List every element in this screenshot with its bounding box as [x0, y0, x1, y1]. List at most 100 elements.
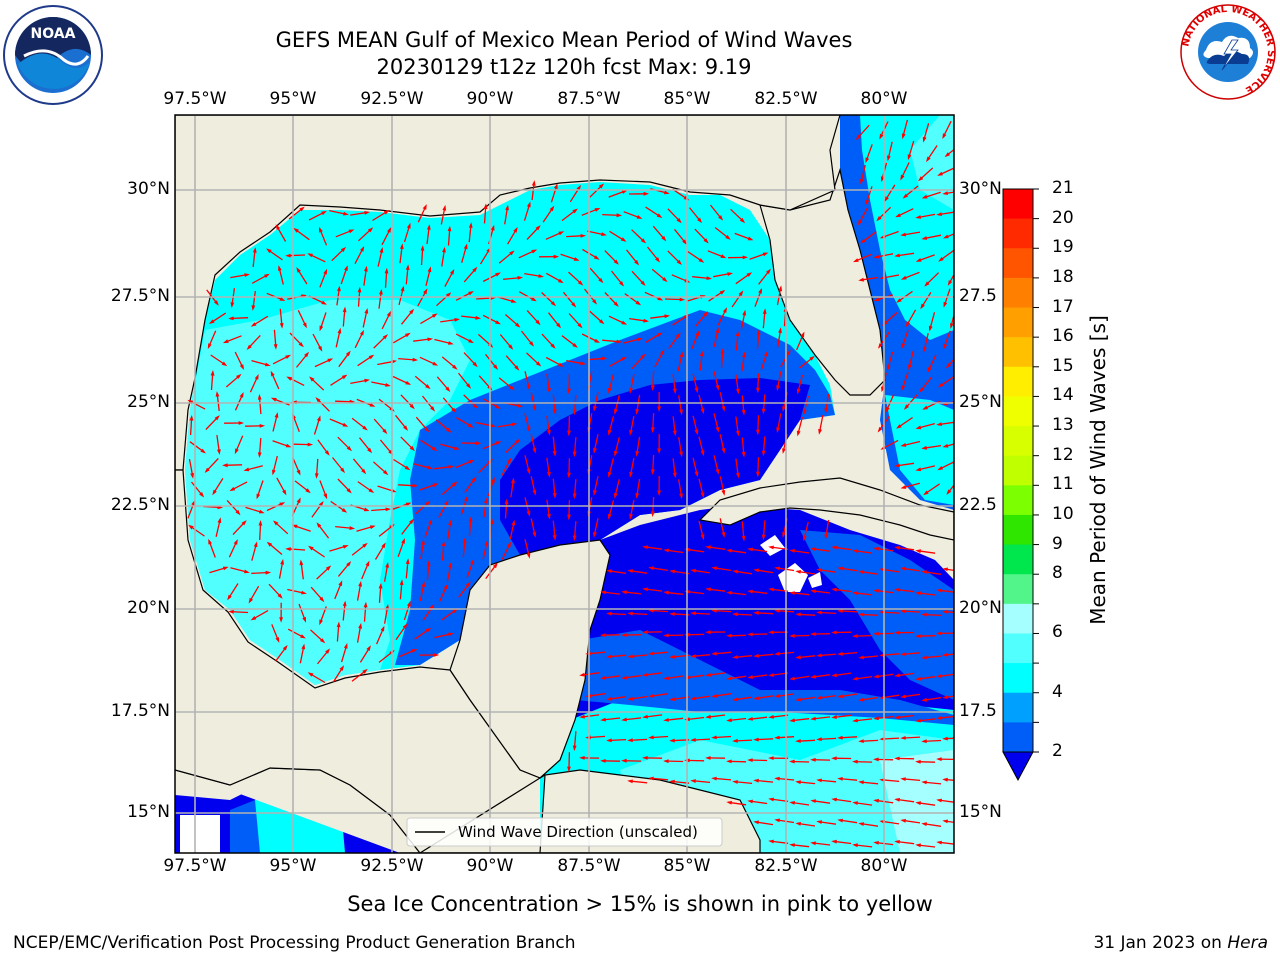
wind-arrow-head [776, 427, 780, 433]
wind-arrow-head [753, 696, 759, 700]
wind-arrow-head [506, 541, 512, 548]
graticule [175, 115, 954, 853]
wind-arrow-head [405, 380, 412, 385]
wind-arrow-head [246, 344, 252, 350]
wind-arrow-head [663, 590, 669, 595]
wind-arrow-head [753, 568, 759, 573]
wind-arrow-head [342, 600, 347, 607]
wind-arrow-head [900, 736, 906, 740]
wind-arrow-head [726, 800, 732, 805]
sea-ice-caption: Sea Ice Concentration > 15% is shown in … [347, 892, 933, 916]
wind-arrow-head [700, 492, 705, 499]
wind-arrow-head [694, 471, 699, 478]
wind-arrow-head [318, 345, 323, 352]
wind-arrow-head [592, 299, 597, 305]
wind-arrow-head [699, 350, 704, 357]
wind-arrow-head [936, 840, 942, 845]
wind-arrow-head [753, 820, 759, 825]
wind-arrow-head [422, 204, 427, 210]
nws-logo: NATIONAL WEATHER SERVICE [1180, 4, 1276, 100]
wind-arrow-head [607, 513, 612, 520]
wind-arrow-head [558, 231, 565, 236]
colorbar-bin [1003, 574, 1033, 605]
wind-arrow-head [873, 631, 879, 636]
wind-arrow-head [448, 561, 453, 568]
wind-arrow-head [217, 449, 221, 455]
wind-arrow-head [199, 492, 205, 498]
wind-arrow-head [492, 562, 498, 569]
wind-arrow-head [405, 264, 410, 270]
wind-arrow-head [424, 427, 430, 433]
wind-arrow-head [399, 579, 404, 585]
wind-arrow-head [795, 780, 801, 785]
wind-arrow-head [676, 217, 682, 224]
wind-arrow-head [442, 246, 446, 253]
wind-arrow-head [567, 766, 571, 773]
wind-arrow-head [786, 349, 791, 356]
wind-arrow-head [720, 348, 725, 354]
colorbar-tick-label: 11 [1052, 474, 1074, 495]
lat-tick-label: 15°N [127, 802, 170, 822]
wind-arrow-head [385, 507, 392, 512]
us-gulf-coast-land [175, 115, 841, 471]
wind-arrow-head [858, 570, 864, 574]
wind-arrow-head [380, 625, 385, 632]
wind-arrow-head [593, 255, 600, 260]
wind-arrow-head [690, 696, 696, 701]
wind-arrow-head [552, 493, 557, 499]
wind-arrow-head [384, 267, 389, 274]
wind-arrow-head [580, 234, 587, 238]
colorbar-extend-triangle [1002, 751, 1034, 782]
colorbar-tick-label: 17 [1052, 296, 1074, 317]
wind-arrow-head [273, 520, 279, 526]
wind-arrow-head [660, 349, 665, 356]
wind-arrow-head [572, 493, 577, 500]
wind-arrow-head [865, 199, 870, 206]
colorbar-bin [1003, 455, 1033, 486]
wind-arrow-head [282, 644, 288, 651]
wind-arrow-head [621, 717, 627, 722]
wind-arrow-head [936, 798, 942, 803]
wind-arrow-head [325, 648, 330, 654]
wind-arrow-head [547, 429, 551, 436]
wind-arrow-head [694, 429, 699, 436]
wind-arrow-head [340, 467, 345, 474]
wind-arrow-head [490, 224, 495, 231]
wind-arrow-head [928, 325, 933, 332]
wind-arrow-head [762, 252, 769, 257]
wind-arrow-head [556, 322, 561, 329]
wind-arrow-head [285, 354, 291, 359]
wind-arrow-head [453, 446, 460, 450]
wind-arrow-head [694, 387, 699, 394]
wind-arrow-head [921, 697, 927, 702]
wind-arrow-head [831, 797, 837, 802]
wind-arrow-head [721, 532, 726, 538]
wind-arrow-head [852, 549, 858, 553]
wind-arrow-head [884, 196, 889, 202]
colorbar-tick-label: 2 [1052, 741, 1063, 761]
wind-arrow-head [915, 425, 922, 430]
wind-arrow-head [664, 314, 670, 319]
wind-arrow-head [579, 756, 585, 760]
wind-arrow-head [450, 269, 455, 275]
wind-arrow-head [558, 278, 564, 284]
wind-arrow-head [816, 568, 822, 572]
wind-arrow-head [466, 383, 471, 389]
wind-arrow-head [894, 797, 900, 802]
wind-arrow-head [244, 569, 250, 574]
wind-arrow-head [379, 247, 384, 253]
colorbar-tick-label: 6 [1052, 622, 1063, 643]
wind-arrow-head [189, 415, 194, 421]
wind-arrow-head [627, 779, 633, 784]
wind-arrow-head [463, 243, 468, 250]
wind-arrow-head [921, 445, 927, 450]
wind-arrow-head [900, 485, 907, 489]
wind-arrow-head [600, 633, 606, 638]
colorbar-tick-label: 20 [1052, 207, 1074, 228]
wind-arrow-head [921, 739, 927, 744]
machine-name: Hera [1227, 933, 1268, 953]
wind-arrow-head [364, 211, 370, 215]
wind-arrow-head [553, 254, 560, 259]
wind-arrow-head [443, 583, 448, 590]
wind-arrow-head [616, 213, 623, 218]
